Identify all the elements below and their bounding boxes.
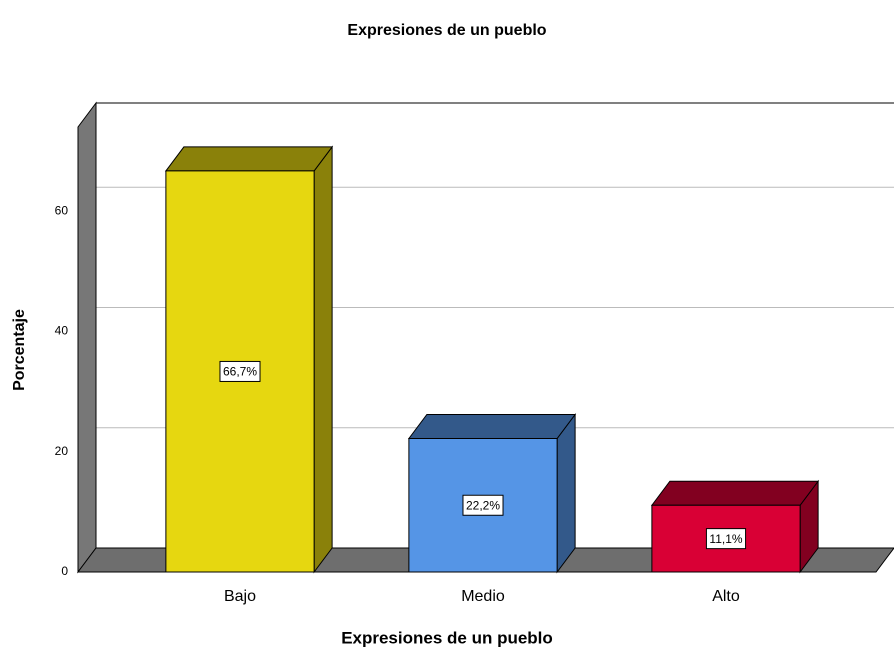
x-axis-label: Expresiones de un pueblo <box>341 628 553 647</box>
chart-title: Expresiones de un pueblo <box>347 22 546 39</box>
bar-top <box>407 414 577 439</box>
value-label-box <box>462 494 504 516</box>
y-tick-label: 0 <box>61 564 68 578</box>
value-label-box <box>219 360 261 382</box>
y-tick-label: 60 <box>55 203 69 217</box>
x-tick-label: Medio <box>461 588 505 605</box>
bar-top <box>164 146 334 172</box>
x-tick-label: Bajo <box>224 588 256 605</box>
y-tick-label: 20 <box>55 444 69 458</box>
value-label: 22,2% <box>466 498 500 512</box>
value-label-box <box>705 528 747 550</box>
value-label: 66,7% <box>223 365 257 379</box>
bar-top <box>650 480 820 506</box>
y-tick-label: 40 <box>55 324 69 338</box>
x-tick-label: Alto <box>712 588 740 605</box>
value-label: 11,1% <box>709 532 742 546</box>
y-axis-label: Porcentaje <box>11 309 28 391</box>
bar-side <box>556 413 576 574</box>
left-wall <box>77 101 97 574</box>
bar-side <box>313 145 333 574</box>
